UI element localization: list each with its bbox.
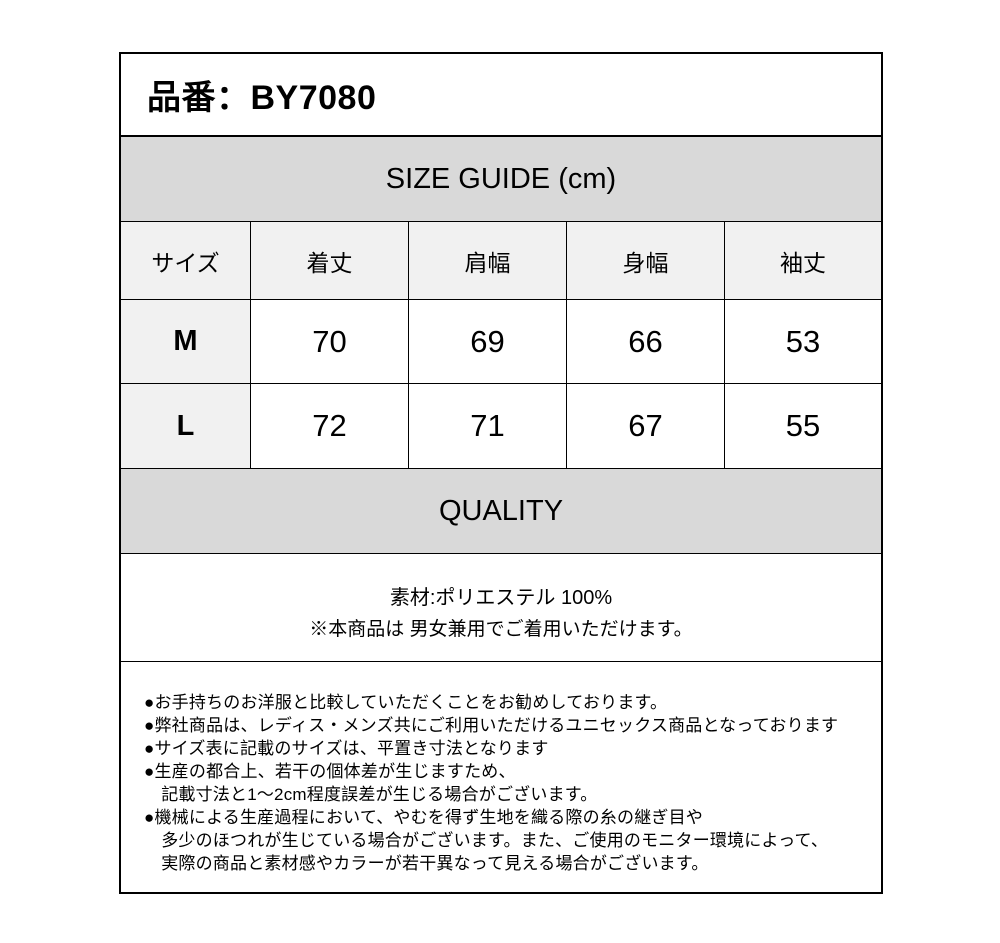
col-header-chest-width: 身幅 [567,222,725,300]
size-table-row-m: M 70 69 66 53 [121,300,881,384]
product-number-row: 品番：BY7080 [121,54,881,137]
note-line: 記載寸法と1～2cm程度誤差が生じる場合がございます。 [144,785,598,804]
note-line: ●機械による生産過程において、やむを得ず生地を織る際の糸の継ぎ目や [144,808,703,827]
size-table-row-l: L 72 71 67 55 [121,384,881,469]
size-m-label-cell: M [121,300,251,384]
size-guide-section-header: SIZE GUIDE (cm) [121,137,881,222]
product-number-label: 品番：BY7080 [147,79,377,117]
note-line: ●生産の都合上、若干の個体差が生じますため、 [144,762,516,781]
col-header-shoulder-width: 肩幅 [409,222,567,300]
col-header-sleeve-length: 袖丈 [725,222,881,300]
l-sleeve-length-cell: 55 [725,384,881,469]
material-composition-text: 素材:ポリエステル 100% [389,586,613,609]
quality-section-header: QUALITY [121,469,881,554]
m-shoulder-width-cell: 69 [409,300,567,384]
size-chart-document: 品番：BY7080 SIZE GUIDE (cm) サイズ 着丈 肩幅 身幅 袖… [119,52,883,894]
note-line: 多少のほつれが生じている場合がございます。また、ご使用のモニター環境によって、 [144,831,829,850]
size-guide-title: SIZE GUIDE (cm) [385,162,617,195]
m-sleeve-length-cell: 53 [725,300,881,384]
quality-title: QUALITY [438,494,564,527]
note-line: 実際の商品と素材感やカラーが若干異なって見える場合がございます。 [144,854,709,873]
col-header-body-length: 着丈 [251,222,409,300]
size-table-header-row: サイズ 着丈 肩幅 身幅 袖丈 [121,222,881,300]
note-line: ●弊社商品は、レディス・メンズ共にご利用いただけるユニセックス商品となっておりま… [144,716,839,735]
l-body-length-cell: 72 [251,384,409,469]
m-chest-width-cell: 66 [567,300,725,384]
size-l-label-cell: L [121,384,251,469]
notes-section: ●お手持ちのお洋服と比較していただくことをお勧めしております。 ●弊社商品は、レ… [121,662,881,892]
unisex-note-text: ※本商品は 男女兼用でご着用いただけます。 [309,618,693,640]
l-chest-width-cell: 67 [567,384,725,469]
m-body-length-cell: 70 [251,300,409,384]
note-line: ●お手持ちのお洋服と比較していただくことをお勧めしております。 [144,693,668,712]
material-info-section: 素材:ポリエステル 100% ※本商品は 男女兼用でご着用いただけます。 [121,554,881,662]
note-line: ●サイズ表に記載のサイズは、平置き寸法となります [144,739,549,758]
col-header-size: サイズ [121,222,251,300]
l-shoulder-width-cell: 71 [409,384,567,469]
